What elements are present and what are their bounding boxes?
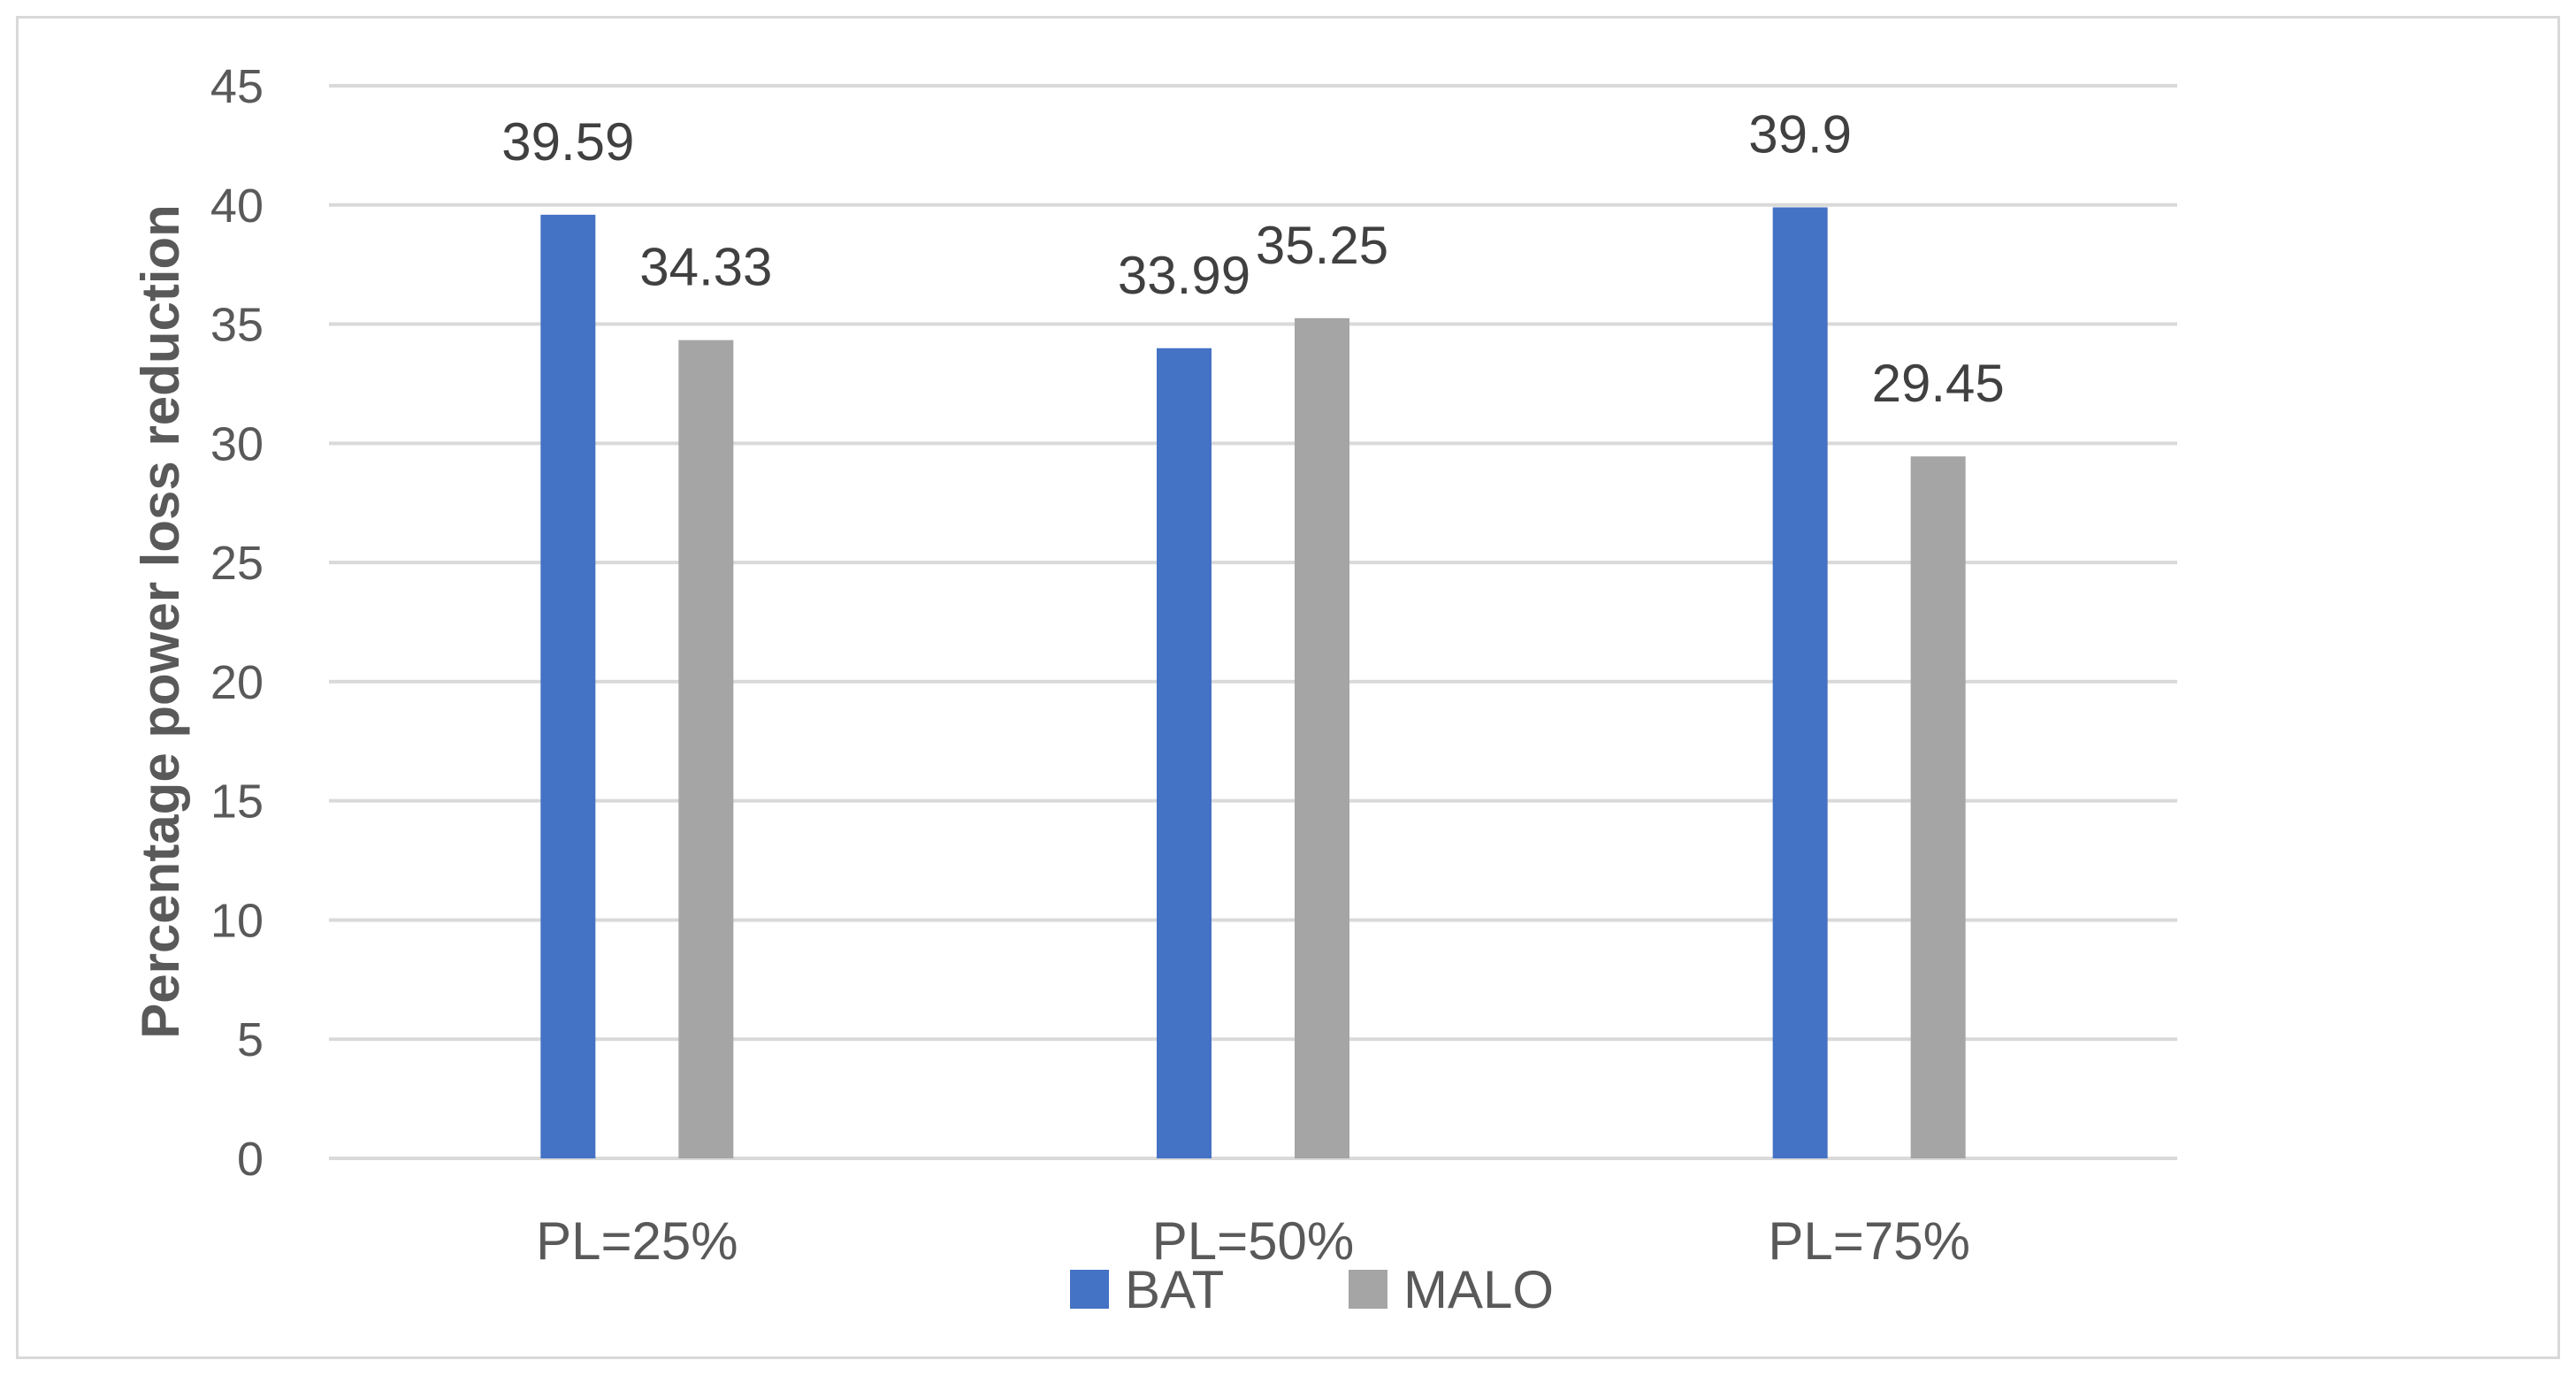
- data-label: 35.25: [1256, 216, 1388, 275]
- data-label: 33.99: [1118, 246, 1250, 305]
- y-axis-ticks: 0 5 10 15 20 25 30 35 40 45: [210, 60, 264, 1186]
- y-tick-label: 35: [210, 299, 264, 352]
- bar-malo-2: [1295, 317, 1349, 1159]
- data-label: 34.33: [639, 238, 772, 297]
- y-tick-label: 5: [237, 1013, 264, 1066]
- y-tick-label: 20: [210, 656, 264, 709]
- y-axis-title: Percentage power loss reduction: [131, 204, 190, 1039]
- legend-label-bat: BAT: [1125, 1260, 1224, 1319]
- bar-malo-3: [1910, 456, 1966, 1158]
- bar-bat-1: [540, 214, 596, 1158]
- legend: BAT MALO: [1070, 1260, 1554, 1319]
- bar-bat-2: [1157, 348, 1212, 1159]
- y-tick-label: 40: [210, 180, 264, 233]
- x-axis-ticks: PL=25% PL=50% PL=75%: [536, 1211, 1970, 1271]
- y-tick-label: 45: [210, 60, 264, 113]
- y-tick-label: 15: [210, 775, 264, 829]
- data-label: 29.45: [1872, 354, 2005, 413]
- bars: [540, 207, 1966, 1159]
- legend-label-malo: MALO: [1403, 1260, 1554, 1319]
- data-labels: 39.59 33.99 39.9 34.33 35.25 29.45: [501, 104, 2004, 413]
- legend-swatch-malo: [1349, 1270, 1387, 1309]
- y-tick-label: 30: [210, 417, 264, 470]
- legend-swatch-bat: [1070, 1270, 1109, 1309]
- x-tick-label: PL=50%: [1152, 1211, 1355, 1271]
- data-label: 39.9: [1748, 104, 1852, 164]
- y-tick-label: 25: [210, 537, 264, 590]
- y-tick-label: 10: [210, 894, 264, 947]
- x-tick-label: PL=25%: [536, 1211, 738, 1271]
- bar-malo-1: [678, 340, 734, 1158]
- x-tick-label: PL=75%: [1768, 1211, 1970, 1271]
- bar-bat-3: [1772, 207, 1828, 1158]
- y-tick-label: 0: [237, 1133, 264, 1186]
- gridlines: [329, 84, 2177, 1160]
- chart-frame: [16, 16, 2560, 1359]
- data-label: 39.59: [501, 112, 634, 172]
